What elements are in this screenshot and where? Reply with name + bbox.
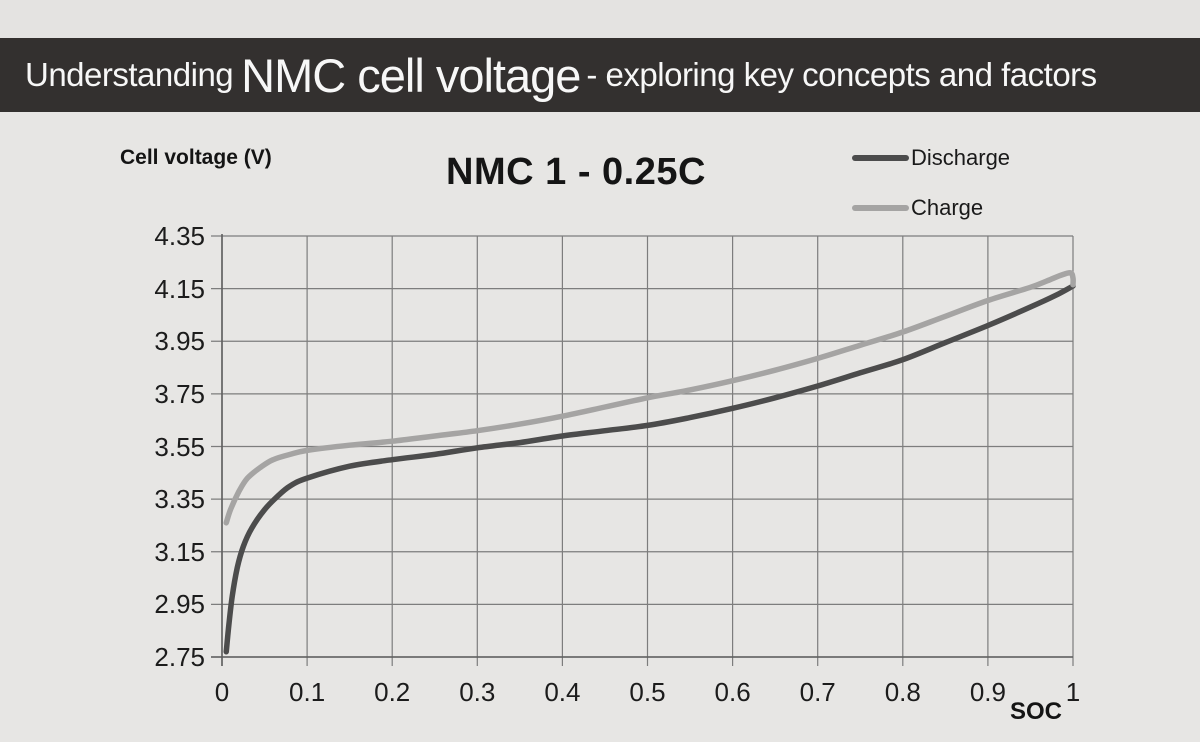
legend-line-icon xyxy=(852,204,909,211)
legend: Discharge Charge xyxy=(852,141,1010,241)
y-tick-label: 3.75 xyxy=(154,378,205,409)
y-tick-label: 4.35 xyxy=(154,221,205,251)
x-tick-label: 0 xyxy=(214,677,230,707)
charge-curve xyxy=(223,270,1076,526)
x-tick-label: 1 xyxy=(1065,677,1081,707)
x-tick-label: 0.2 xyxy=(374,677,411,707)
y-tick-label: 3.15 xyxy=(154,536,205,567)
x-tick-label: 0.3 xyxy=(459,677,496,707)
chart-title: NMC 1 - 0.25C xyxy=(446,151,706,193)
y-tick-label: 4.15 xyxy=(154,273,205,304)
x-tick-label: 0.6 xyxy=(714,677,751,707)
x-tick-label: 0.1 xyxy=(289,677,326,707)
banner-suffix: - exploring key concepts and factors xyxy=(586,56,1097,93)
legend-line-icon xyxy=(852,154,909,161)
banner-title: Understanding NMC cell voltage - explori… xyxy=(0,38,1200,112)
x-tick-label: 0.7 xyxy=(799,677,836,707)
legend-label: Discharge xyxy=(911,144,1011,170)
x-tick-label: 0.5 xyxy=(629,677,666,707)
x-tick-label: 0.4 xyxy=(544,677,581,707)
banner-highlight: NMC cell voltage xyxy=(241,48,581,102)
y-tick-label: 3.55 xyxy=(154,431,205,462)
legend-item-charge: Charge xyxy=(852,191,1010,224)
legend-label: Charge xyxy=(911,194,984,220)
x-tick-label: 0.8 xyxy=(884,677,921,707)
top-strip xyxy=(0,0,1200,38)
y-axis-title: Cell voltage (V) xyxy=(120,146,272,169)
x-axis-title: SOC xyxy=(1010,698,1063,725)
y-tick-label: 2.95 xyxy=(154,589,205,620)
y-tick-label: 3.95 xyxy=(154,326,205,357)
discharge-curve xyxy=(223,283,1076,655)
y-tick-label: 3.35 xyxy=(154,484,205,515)
y-tick-label: 2.75 xyxy=(154,642,205,672)
banner-prefix: Understanding xyxy=(25,56,234,93)
legend-item-discharge: Discharge xyxy=(852,141,1010,174)
x-tick-label: 0.9 xyxy=(969,677,1006,707)
